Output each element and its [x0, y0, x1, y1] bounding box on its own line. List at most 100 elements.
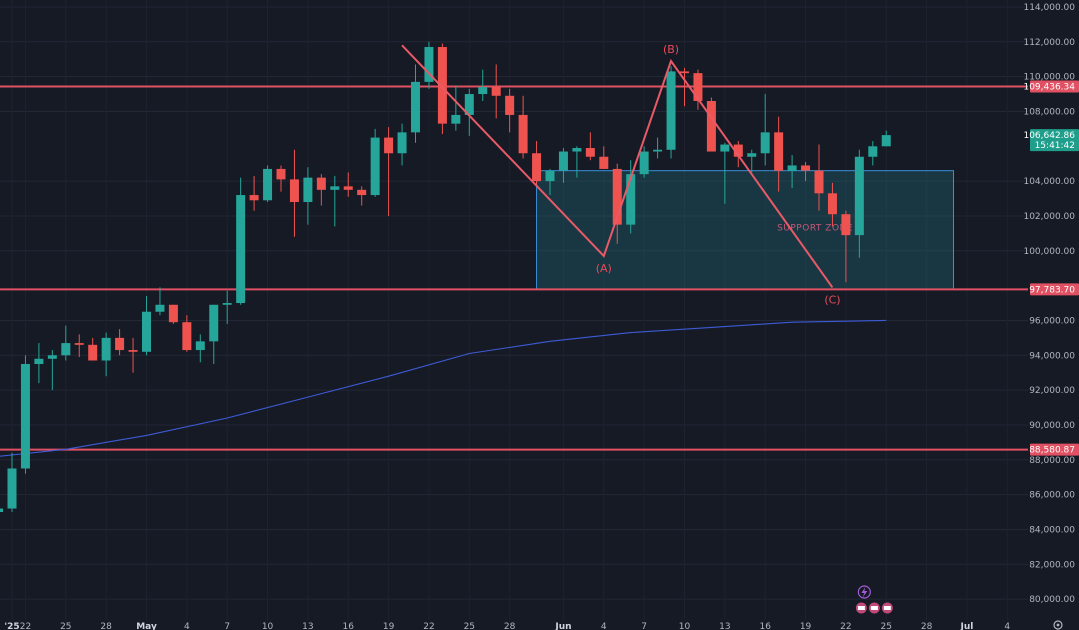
candle-body — [7, 468, 17, 509]
wave-annotation[interactable]: (A) (B) (C) — [401, 43, 841, 306]
candle[interactable] — [263, 165, 273, 203]
candle[interactable] — [101, 332, 111, 377]
wave-path[interactable] — [401, 44, 834, 288]
x-tick-label: 16 — [759, 622, 771, 630]
candle[interactable] — [397, 123, 407, 166]
candle[interactable] — [222, 290, 232, 324]
candle[interactable] — [88, 337, 98, 361]
candle[interactable] — [693, 69, 703, 110]
time-axis[interactable]: '25 22 25 28 May 4 7 10 13 16 19 22 25 28 Jun 4 7 10 13 16 1… — [0, 620, 1028, 630]
x-tick-label: 22 — [423, 622, 434, 630]
candle[interactable] — [128, 337, 138, 373]
candle-body — [101, 337, 111, 361]
candle[interactable] — [464, 88, 474, 136]
candle[interactable] — [532, 141, 542, 187]
candle[interactable] — [7, 452, 17, 513]
candle-body — [343, 186, 353, 190]
candle-body — [303, 177, 313, 203]
support-zone: SUPPORT ZONE — [536, 170, 954, 290]
candle[interactable] — [881, 130, 891, 147]
candle[interactable] — [20, 355, 30, 474]
candle[interactable] — [478, 69, 488, 102]
candle-body — [545, 170, 555, 182]
candle[interactable] — [61, 325, 71, 361]
candle[interactable] — [195, 334, 205, 363]
candle[interactable] — [115, 329, 125, 356]
candle[interactable] — [276, 165, 286, 192]
candle[interactable] — [626, 160, 636, 234]
candle[interactable] — [666, 66, 676, 159]
candle[interactable] — [249, 175, 259, 211]
candle[interactable] — [289, 149, 299, 237]
candle[interactable] — [74, 334, 84, 358]
candle-body — [881, 135, 891, 147]
time-axis-panel — [0, 620, 1028, 630]
y-tick-label: 112,000.00 — [1023, 38, 1075, 48]
candle[interactable] — [424, 41, 434, 89]
candle[interactable] — [814, 144, 824, 211]
candle-body — [841, 214, 851, 236]
candle[interactable] — [155, 287, 165, 316]
candle[interactable] — [680, 67, 689, 107]
candle[interactable] — [34, 343, 44, 384]
candle-body — [626, 174, 636, 225]
x-tick-label: '25 — [4, 622, 19, 630]
chart-extras — [855, 585, 1063, 630]
candle-body — [47, 355, 57, 359]
candle[interactable] — [330, 175, 340, 227]
candle[interactable] — [720, 142, 730, 204]
grid-lines — [0, 0, 1028, 620]
gear-icon[interactable] — [1053, 620, 1063, 630]
candle[interactable] — [572, 146, 582, 178]
level-price-tag[interactable] — [1030, 80, 1079, 93]
candle[interactable] — [868, 141, 878, 166]
candle[interactable] — [827, 182, 837, 227]
candle[interactable] — [182, 315, 192, 352]
candle[interactable] — [612, 163, 622, 244]
candle-body — [464, 94, 474, 115]
price-axis[interactable]: 114,000.00 112,000.00 110,000.00 108,000.00… — [1023, 0, 1079, 630]
current-price-tag[interactable] — [1030, 129, 1079, 152]
candle[interactable] — [236, 177, 246, 305]
candle[interactable] — [47, 350, 57, 391]
candle[interactable] — [854, 149, 864, 258]
candle[interactable] — [316, 174, 326, 206]
horizontal-levels[interactable] — [0, 85, 1028, 451]
candle[interactable] — [774, 116, 784, 192]
candle-body — [384, 137, 394, 154]
candle[interactable] — [384, 127, 394, 216]
candle[interactable] — [841, 210, 851, 283]
lightning-icon[interactable] — [857, 585, 871, 599]
level-price-tag[interactable] — [1030, 283, 1079, 296]
candle[interactable] — [451, 85, 461, 131]
candle[interactable] — [518, 95, 528, 159]
candle[interactable] — [142, 296, 151, 356]
candle[interactable] — [585, 132, 595, 161]
candle[interactable] — [411, 64, 420, 143]
candle[interactable] — [491, 64, 501, 119]
candle[interactable] — [357, 186, 367, 206]
level-price-tag[interactable] — [1030, 443, 1079, 456]
candle[interactable] — [787, 155, 797, 189]
candle[interactable] — [209, 304, 219, 364]
candle[interactable] — [653, 137, 663, 159]
candle[interactable] — [0, 503, 4, 519]
candlesticks[interactable] — [0, 41, 891, 519]
candle[interactable] — [599, 146, 609, 169]
candle[interactable] — [505, 88, 515, 133]
candle[interactable] — [760, 94, 770, 166]
candle-body — [88, 344, 98, 361]
candle[interactable] — [706, 97, 716, 152]
candle[interactable] — [558, 148, 568, 183]
event-markers[interactable] — [855, 602, 893, 614]
candle[interactable] — [303, 167, 313, 225]
candle[interactable] — [545, 168, 555, 196]
candle[interactable] — [168, 304, 178, 324]
candle[interactable] — [343, 172, 353, 197]
candle[interactable] — [747, 149, 757, 173]
candle[interactable] — [639, 146, 649, 178]
candle[interactable] — [801, 161, 811, 182]
event-marker-glyph — [870, 606, 878, 610]
candle[interactable] — [370, 128, 380, 197]
